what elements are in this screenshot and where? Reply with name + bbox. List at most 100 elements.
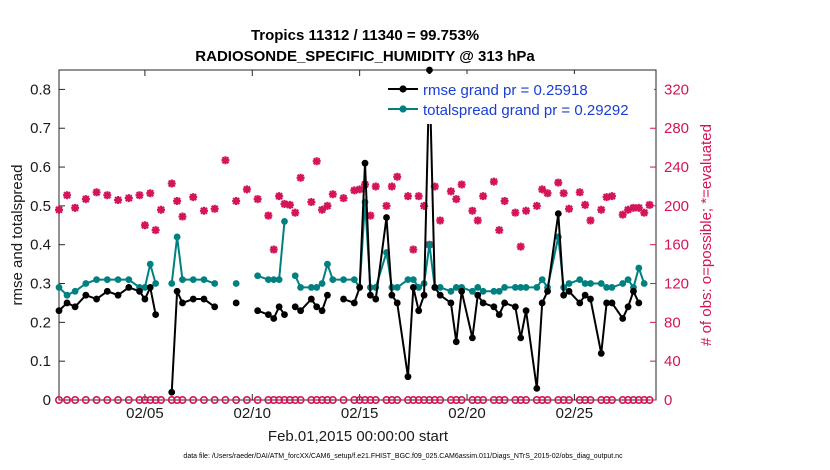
- totalspread-point: [511, 284, 519, 291]
- obs-possible-point: [151, 395, 160, 404]
- rmse-point: [264, 311, 272, 318]
- obs-evaluated-point: [350, 186, 359, 195]
- y-tick-label-right: 40: [664, 353, 681, 370]
- rmse-point: [587, 295, 594, 303]
- rmse-point: [409, 284, 417, 291]
- obs-possible-point: [543, 395, 552, 404]
- obs-evaluated-point: [312, 157, 321, 166]
- obs-evaluated-point: [489, 177, 498, 186]
- totalspread-point: [275, 276, 283, 284]
- rmse-point: [436, 291, 444, 299]
- y-tick-label-left: 0.4: [30, 237, 51, 254]
- obs-possible-point: [318, 395, 327, 404]
- obs-evaluated-point: [565, 204, 574, 213]
- y-tick-label-right: 240: [664, 159, 689, 176]
- obs-evaluated-point: [275, 192, 284, 201]
- x-axis-label: Feb.01,2015 00:00:00 start: [268, 428, 449, 445]
- obs-possible-point: [157, 395, 166, 404]
- obs-evaluated-point: [71, 203, 80, 212]
- obs-possible-point: [328, 395, 337, 404]
- obs-possible-point: [232, 395, 241, 404]
- rmse-point: [55, 307, 63, 315]
- obs-evaluated-point: [210, 204, 219, 213]
- obs-possible-point: [366, 395, 375, 404]
- obs-evaluated-point: [634, 203, 643, 212]
- y-axis-right-label: # of obs: o=possible; *=evaluated: [698, 124, 715, 346]
- totalspread-point: [501, 284, 509, 291]
- totalspread-point: [452, 284, 460, 291]
- obs-evaluated-point: [285, 200, 294, 209]
- obs-evaluated-point: [414, 192, 423, 201]
- obs-possible-point: [280, 395, 289, 404]
- legend: rmse grand pr = 0.25918 totalspread gran…: [384, 74, 654, 124]
- rmse-point: [468, 334, 476, 342]
- totalspread-point: [409, 276, 417, 284]
- totalspread-point: [479, 287, 487, 295]
- totalspread-point: [340, 276, 347, 284]
- obs-possible-point: [63, 395, 72, 404]
- rmse-point: [146, 284, 154, 291]
- obs-possible-point: [312, 395, 321, 404]
- totalspread-point: [640, 280, 648, 287]
- x-tick-label: 02/15: [341, 405, 379, 422]
- y-tick-label-left: 0: [43, 392, 51, 409]
- rmse-point: [522, 307, 530, 315]
- obs-evaluated-point: [436, 216, 445, 225]
- obs-possible-point: [323, 395, 332, 404]
- rmse-point: [565, 287, 573, 295]
- obs-possible-point: [173, 395, 182, 404]
- obs-evaluated-point: [371, 182, 380, 191]
- obs-evaluated-point: [157, 205, 166, 214]
- rmse-point: [560, 291, 568, 299]
- totalspread-point: [173, 233, 181, 241]
- obs-possible-point: [618, 395, 627, 404]
- obs-evaluated-series: [55, 156, 654, 254]
- obs-evaluated-point: [393, 172, 402, 181]
- obs-possible-point: [189, 395, 198, 404]
- totalspread-point: [447, 287, 455, 295]
- obs-evaluated-point: [232, 197, 241, 206]
- rmse-point: [291, 303, 299, 311]
- obs-evaluated-point: [420, 201, 429, 210]
- obs-possible-point: [178, 395, 187, 404]
- rmse-point: [619, 315, 627, 322]
- rmse-point: [447, 299, 455, 307]
- obs-evaluated-point: [468, 206, 477, 215]
- totalspread-point: [125, 276, 133, 284]
- obs-possible-point: [71, 395, 80, 404]
- rmse-point: [168, 388, 176, 396]
- obs-evaluated-point: [55, 205, 63, 214]
- rmse-point: [318, 307, 326, 315]
- rmse-point: [383, 214, 390, 221]
- totalspread-point: [141, 284, 149, 291]
- obs-possible-point: [361, 395, 370, 404]
- obs-evaluated-point: [173, 197, 182, 206]
- obs-possible-point: [452, 395, 461, 404]
- rmse-point: [125, 284, 133, 291]
- obs-possible-point: [645, 395, 654, 404]
- obs-evaluated-point: [602, 193, 611, 202]
- totalspread-point: [490, 287, 498, 295]
- rmse-point: [372, 295, 380, 303]
- obs-possible-point: [253, 395, 262, 404]
- rmse-point: [340, 295, 347, 303]
- rmse-point: [576, 299, 584, 307]
- rmse-point: [281, 311, 288, 318]
- y-axis-left: 0 0.1 0.2 0.3 0.4 0.5 0.6 0.7 0.8: [30, 81, 65, 409]
- totalspread-point: [624, 276, 632, 284]
- totalspread-point: [608, 284, 616, 291]
- obs-possible-point: [350, 395, 359, 404]
- totalspread-point: [436, 284, 444, 291]
- y-axis-left-label: rmse and totalspread: [9, 165, 26, 306]
- totalspread-point: [565, 280, 573, 287]
- rmse-point: [179, 299, 186, 307]
- obs-evaluated-point: [457, 180, 466, 189]
- obs-possible-point: [473, 395, 482, 404]
- totalspread-point: [200, 276, 208, 284]
- rmse-point: [324, 291, 331, 299]
- totalspread-point: [597, 280, 605, 287]
- obs-possible-point: [296, 395, 305, 404]
- y-tick-label-left: 0.8: [30, 81, 51, 98]
- totalspread-point: [55, 284, 63, 291]
- obs-possible-point: [489, 395, 498, 404]
